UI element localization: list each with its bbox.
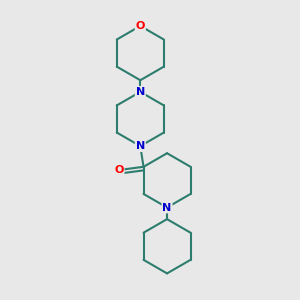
Text: O: O [136, 21, 145, 31]
Text: N: N [136, 141, 145, 151]
Text: O: O [114, 165, 124, 175]
Text: N: N [136, 87, 145, 97]
Text: N: N [162, 202, 172, 212]
